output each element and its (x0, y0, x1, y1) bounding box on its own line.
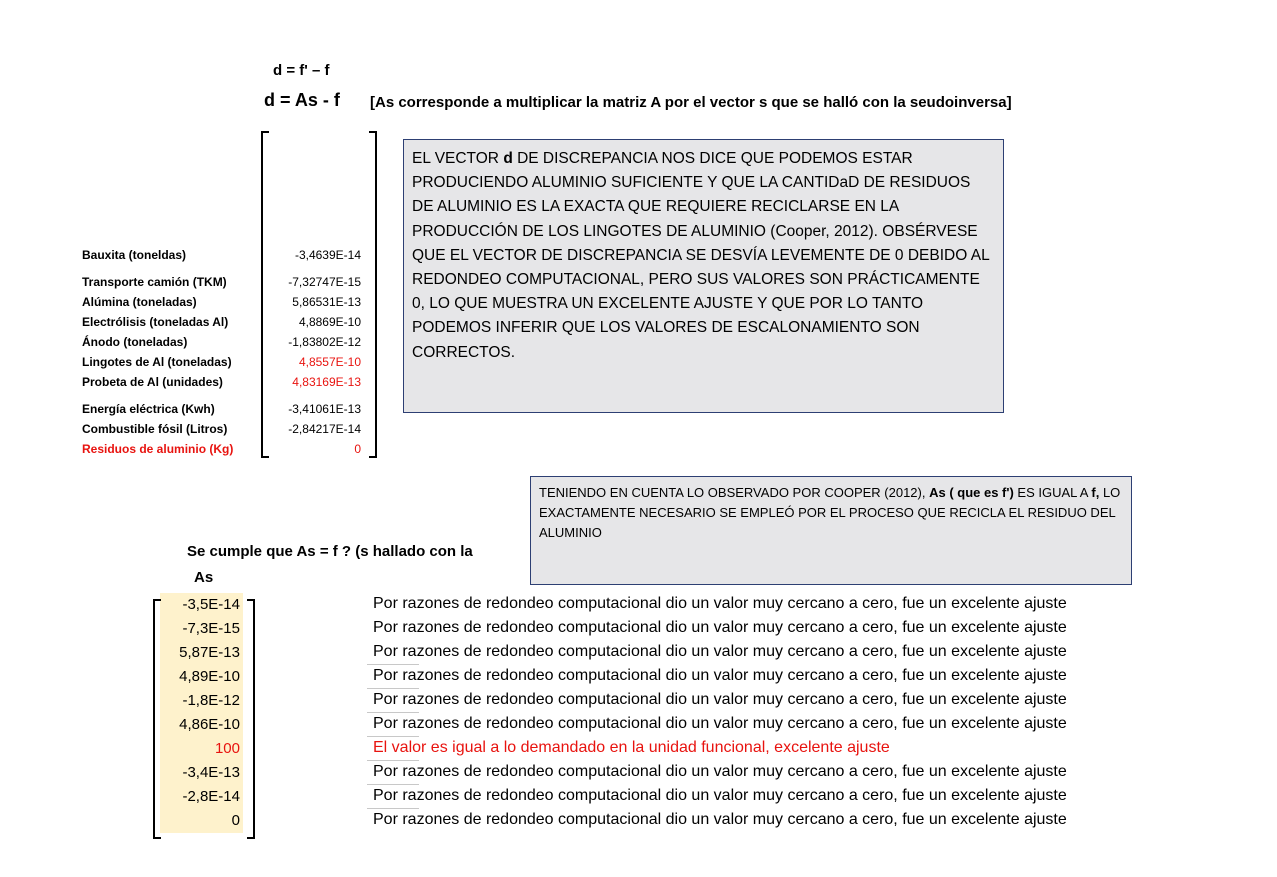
as-bracket-left (153, 599, 161, 839)
as-value: 5,87E-13 (179, 644, 240, 661)
row-value: -2,84217E-14 (288, 422, 361, 436)
as-comment: Por razones de redondeo computacional di… (373, 643, 1067, 660)
box1-bold-d: d (503, 150, 513, 167)
as-value: 100 (214, 740, 240, 757)
row-value: 4,8869E-10 (298, 315, 361, 329)
row-label: Electrólisis (toneladas Al) (82, 315, 229, 329)
as-comment: Por razones de redondeo computacional di… (373, 619, 1067, 636)
row-label: Combustible fósil (Litros) (82, 422, 228, 436)
cell-border (367, 760, 419, 761)
row-label: Residuos de aluminio (Kg) (82, 442, 234, 456)
as-bracket-right (247, 599, 255, 839)
as-column-header: As (194, 569, 214, 586)
box2-text-2: ES IGUAL A (1013, 485, 1092, 500)
as-value: -7,3E-15 (182, 620, 240, 637)
cell-border (367, 688, 419, 689)
as-comment: Por razones de redondeo computacional di… (373, 787, 1067, 804)
box1-text-1: EL VECTOR (412, 150, 504, 167)
as-value: -2,8E-14 (182, 788, 240, 805)
row-label: Probeta de Al (unidades) (82, 375, 223, 389)
cell-border (367, 664, 419, 665)
cell-border (367, 784, 419, 785)
row-value: 5,86531E-13 (292, 295, 361, 309)
cell-border (367, 808, 419, 809)
as-value: 4,86E-10 (179, 716, 240, 733)
matrix-bracket-right (369, 131, 377, 458)
row-value: -1,83802E-12 (288, 335, 361, 349)
as-value: 4,89E-10 (179, 668, 240, 685)
as-comment: Por razones de redondeo computacional di… (373, 667, 1067, 684)
row-label: Energía eléctrica (Kwh) (82, 402, 215, 416)
box2-bold-1: As ( que es f') (929, 485, 1014, 500)
row-value: 4,8557E-10 (298, 355, 361, 369)
row-value: -7,32747E-15 (288, 275, 361, 289)
explanation-box-cooper: TENIENDO EN CUENTA LO OBSERVADO POR COOP… (530, 476, 1132, 585)
as-column-highlight (160, 593, 243, 833)
as-comment: Por razones de redondeo computacional di… (373, 691, 1067, 708)
box2-text-1: TENIENDO EN CUENTA LO OBSERVADO POR COOP… (539, 485, 930, 500)
equation-discrepancy: d = As - f (264, 90, 340, 110)
box2-bold-2: f, (1091, 485, 1100, 500)
equation-note: [As corresponde a multiplicar la matriz … (370, 94, 1012, 111)
as-value: -3,4E-13 (182, 764, 240, 781)
check-heading: Se cumple que As = f ? (s hallado con la (187, 543, 473, 560)
explanation-box-discrepancy: EL VECTOR d DE DISCREPANCIA NOS DICE QUE… (403, 139, 1004, 413)
box2-text-3: LO EXACTAMENTE NECESARIO SE EMPLEÓ POR E… (539, 485, 1121, 540)
row-label: Alúmina (toneladas) (82, 295, 197, 309)
row-value: 0 (354, 442, 361, 456)
as-value: -3,5E-14 (182, 596, 240, 613)
matrix-bracket-left (261, 131, 269, 458)
row-label: Transporte camión (TKM) (82, 275, 227, 289)
as-comment: Por razones de redondeo computacional di… (373, 811, 1067, 828)
as-comment: Por razones de redondeo computacional di… (373, 595, 1067, 612)
box1-text-2: DE DISCREPANCIA NOS DICE QUE PODEMOS EST… (412, 150, 990, 361)
as-value: 0 (231, 812, 240, 829)
equation-definition: d = f' – f (273, 62, 330, 79)
cell-border (367, 736, 419, 737)
row-label: Lingotes de Al (toneladas) (82, 355, 232, 369)
as-comment: El valor es igual a lo demandado en la u… (373, 739, 890, 756)
cell-border (367, 712, 419, 713)
as-value: -1,8E-12 (182, 692, 240, 709)
row-label: Bauxita (toneldas) (82, 248, 187, 262)
row-value: -3,4639E-14 (294, 248, 361, 262)
row-value: 4,83169E-13 (292, 375, 361, 389)
row-label: Ánodo (toneladas) (82, 335, 188, 349)
as-comment: Por razones de redondeo computacional di… (373, 763, 1067, 780)
row-value: -3,41061E-13 (288, 402, 361, 416)
as-comment: Por razones de redondeo computacional di… (373, 715, 1067, 732)
